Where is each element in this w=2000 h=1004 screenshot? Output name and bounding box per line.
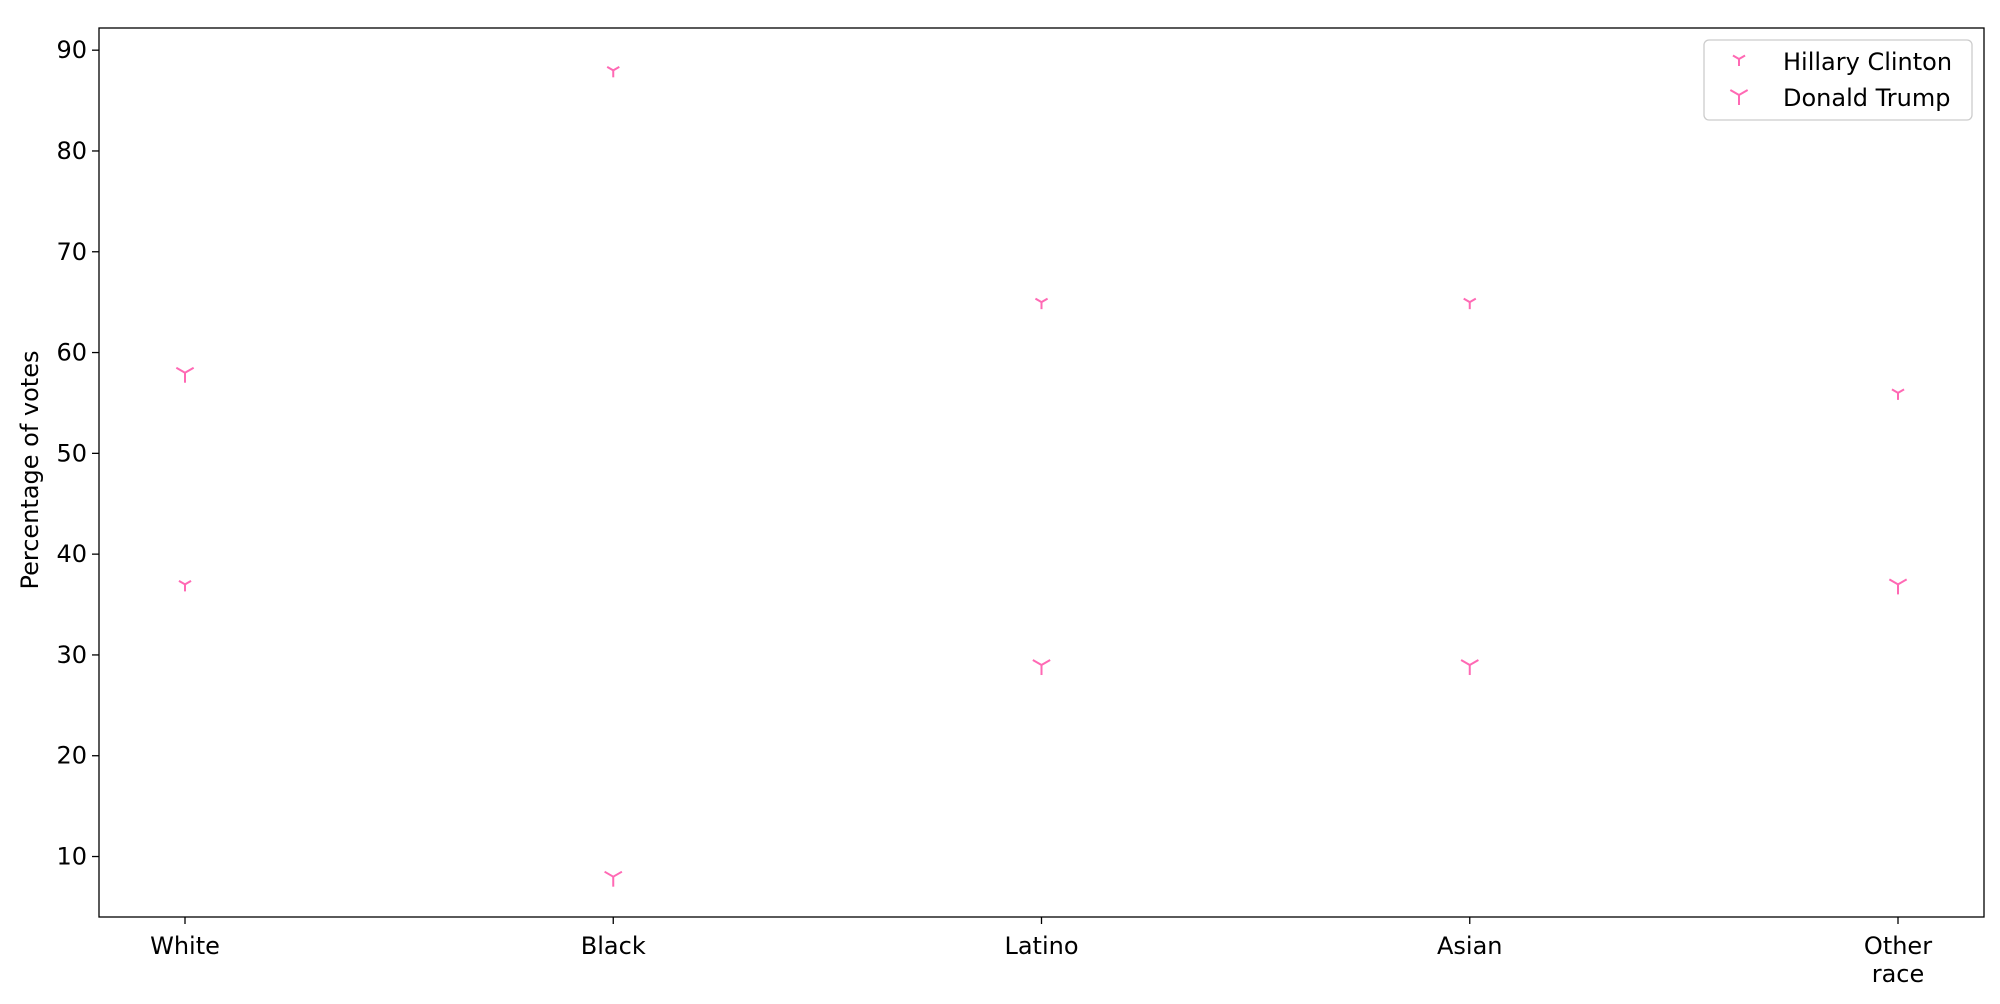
legend-label: Hillary Clinton [1783,48,1952,76]
point-donald-trump [604,870,623,887]
legend: Hillary Clinton Donald Trump [1703,39,1973,121]
legend-label: Donald Trump [1783,84,1950,112]
legend-box [1703,39,1973,121]
y-axis: 10 20 30 40 50 60 70 80 90 [56,36,99,871]
x-tick-label: Black [581,932,646,960]
legend-marker [1732,54,1746,66]
point-donald-trump [1888,578,1908,595]
y-tick-label: 60 [56,339,87,367]
x-tick-label: Latino [1004,932,1078,960]
y-tick-label: 20 [56,742,87,770]
x-tick-label: Other race [1864,932,1932,988]
y-tick-label: 70 [56,238,87,266]
y-tick-label: 40 [56,540,87,568]
point-hillary-clinton [606,65,620,78]
y-tick-label: 10 [56,843,87,871]
point-donald-trump [1032,659,1051,676]
point-hillary-clinton [1463,297,1477,310]
x-tick-label: White [150,932,220,960]
y-tick-label: 30 [56,641,87,669]
legend-marker [1729,89,1749,105]
point-donald-trump [175,366,195,383]
point-hillary-clinton [1034,297,1049,310]
point-hillary-clinton [1891,388,1905,400]
x-axis: White Black Latino Asian Other race [150,917,1932,988]
plot-frame [98,27,1985,918]
point-donald-trump [1460,659,1479,676]
y-axis-label: Percentage of votes [16,351,44,590]
data-markers [175,65,1908,887]
y-tick-label: 90 [56,36,87,64]
x-tick-label: Asian [1437,932,1503,960]
y-tick-label: 50 [56,439,87,467]
plot-area [98,27,1985,918]
y-tick-label: 80 [56,137,87,165]
point-hillary-clinton [178,580,192,592]
